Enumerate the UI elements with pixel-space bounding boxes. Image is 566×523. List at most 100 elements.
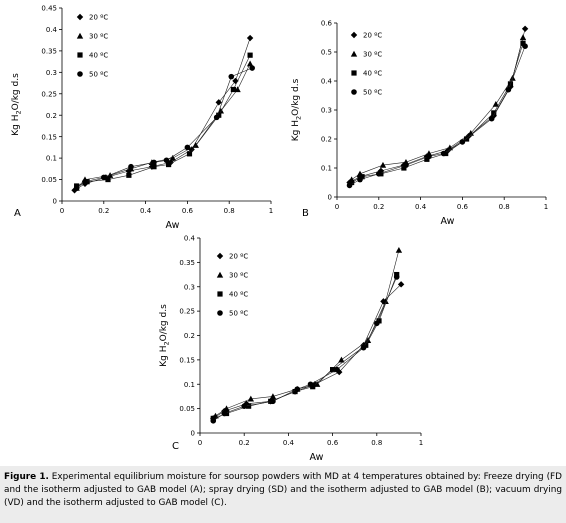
y-tick-label: 0.05 bbox=[179, 405, 195, 413]
data-point bbox=[334, 366, 340, 373]
data-point bbox=[401, 165, 407, 171]
y-axis-title: Kg H2O/kg d.s bbox=[159, 304, 171, 367]
x-tick-label: 0.8 bbox=[499, 203, 510, 211]
legend-label: 50 ºC bbox=[89, 71, 108, 79]
y-tick-label: 0.2 bbox=[321, 136, 332, 144]
legend-label: 30 ºC bbox=[89, 33, 108, 41]
data-point bbox=[163, 157, 170, 164]
data-point bbox=[269, 393, 277, 400]
series-line bbox=[76, 55, 251, 187]
data-point bbox=[217, 107, 225, 114]
legend-label: 30 ºC bbox=[229, 272, 248, 280]
x-tick-label: 0.8 bbox=[224, 207, 235, 215]
legend-label: 30 ºC bbox=[363, 51, 382, 59]
data-point bbox=[520, 40, 526, 46]
y-tick-label: 0.6 bbox=[321, 20, 333, 28]
legend-marker bbox=[217, 291, 223, 297]
y-tick-label: 0.2 bbox=[184, 332, 195, 340]
data-point bbox=[492, 101, 500, 107]
y-tick-label: 0.4 bbox=[46, 26, 58, 34]
legend-marker bbox=[351, 89, 357, 95]
x-tick-label: 0.4 bbox=[140, 207, 152, 215]
series-line bbox=[213, 284, 402, 419]
data-point bbox=[403, 162, 409, 168]
y-tick-label: 0.1 bbox=[46, 155, 57, 163]
y-tick-label: 0.5 bbox=[321, 49, 332, 57]
data-point bbox=[505, 86, 512, 93]
legend-marker bbox=[350, 50, 358, 57]
series-line bbox=[74, 37, 251, 191]
data-point bbox=[349, 179, 355, 186]
x-tick-label: 0.2 bbox=[373, 203, 384, 211]
legend-marker bbox=[351, 70, 357, 76]
y-tick-label: 0.25 bbox=[179, 308, 195, 316]
panel-a: 0 0.05 0.1 0.15 0.2 0.25 0.3 0.35 0.4 0.45 0 0.2 0.4… bbox=[11, 5, 273, 231]
legend-marker bbox=[216, 271, 224, 278]
data-point bbox=[165, 161, 172, 168]
data-point bbox=[247, 52, 253, 58]
data-point bbox=[246, 60, 254, 67]
data-point bbox=[105, 176, 111, 183]
y-tick-label: 0.45 bbox=[41, 5, 57, 13]
legend-marker bbox=[76, 32, 84, 39]
x-tick-label: 1 bbox=[544, 203, 548, 211]
y-tick-label: 0.2 bbox=[46, 112, 57, 120]
legend-marker bbox=[217, 310, 223, 316]
data-point bbox=[357, 176, 363, 183]
data-point bbox=[73, 185, 80, 191]
data-point bbox=[376, 318, 382, 324]
data-point bbox=[346, 182, 353, 189]
x-tick-label: 1 bbox=[419, 439, 423, 447]
y-axis-title: Kg H2O/kg d.s bbox=[291, 78, 303, 141]
data-point bbox=[359, 174, 365, 180]
data-point bbox=[395, 246, 403, 253]
data-point bbox=[363, 342, 369, 348]
series-line bbox=[351, 37, 524, 180]
data-point bbox=[210, 418, 217, 424]
x-tick-label: 0.8 bbox=[371, 439, 382, 447]
data-point bbox=[216, 112, 222, 118]
panel-b: 0 0.1 0.2 0.3 0.4 0.5 0.6 0 0.2 0.4 0.6 0.8 1 Aw Kg H2… bbox=[291, 20, 548, 227]
y-tick-label: 0 bbox=[191, 430, 195, 438]
y-tick-label: 0.3 bbox=[46, 69, 57, 77]
data-point bbox=[213, 114, 220, 121]
data-point bbox=[241, 403, 247, 409]
series-line bbox=[213, 276, 397, 422]
data-point bbox=[488, 115, 495, 122]
y-tick-label: 0 bbox=[53, 198, 57, 206]
data-point bbox=[522, 43, 528, 49]
data-point bbox=[521, 25, 529, 32]
data-point bbox=[228, 73, 235, 80]
data-point bbox=[491, 110, 497, 116]
data-point bbox=[246, 34, 254, 42]
data-point bbox=[292, 388, 298, 395]
series-line bbox=[213, 274, 397, 419]
data-point bbox=[313, 381, 321, 387]
data-point bbox=[424, 156, 430, 162]
data-point bbox=[151, 164, 157, 170]
x-tick-label: 0.4 bbox=[415, 203, 427, 211]
data-point bbox=[184, 144, 191, 151]
legend-marker bbox=[77, 52, 83, 58]
data-point bbox=[82, 178, 88, 185]
y-tick-label: 0.1 bbox=[184, 381, 195, 389]
y-tick-label: 0.15 bbox=[179, 356, 195, 364]
legend-label: 50 ºC bbox=[229, 310, 248, 318]
y-tick-label: 0.15 bbox=[41, 133, 57, 141]
data-point bbox=[360, 344, 367, 351]
data-point bbox=[379, 161, 387, 168]
series-line bbox=[76, 63, 251, 189]
y-tick-label: 0 bbox=[328, 194, 332, 202]
data-point bbox=[232, 77, 239, 85]
data-point bbox=[223, 405, 230, 412]
series-line bbox=[351, 43, 524, 183]
y-tick-label: 0.1 bbox=[321, 165, 332, 173]
x-axis-title: Aw bbox=[441, 216, 455, 227]
data-point bbox=[376, 171, 382, 177]
caption-label: Figure 1. bbox=[4, 472, 49, 482]
data-point bbox=[101, 174, 107, 181]
data-point bbox=[330, 367, 336, 373]
caption-text: Experimental equilibrium moisture for so… bbox=[4, 472, 562, 508]
legend-marker bbox=[77, 71, 83, 77]
x-tick-label: 1 bbox=[269, 207, 273, 215]
